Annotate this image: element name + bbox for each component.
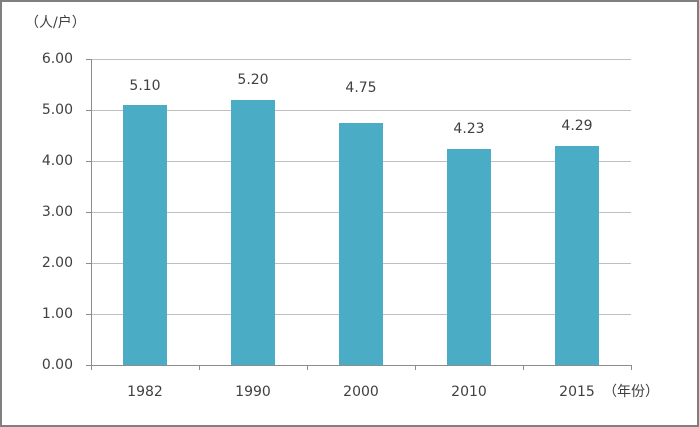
y-gridline bbox=[91, 109, 631, 111]
x-axis-tick bbox=[307, 365, 308, 370]
x-axis-tick bbox=[523, 365, 524, 370]
bar-value-label: 4.29 bbox=[561, 118, 593, 135]
y-axis-tick-label: 2.00 bbox=[41, 255, 73, 271]
bar-2000 bbox=[339, 122, 383, 365]
bar-value-label: 5.10 bbox=[129, 77, 161, 94]
bar-1982 bbox=[123, 104, 167, 365]
bar-value-label: 4.23 bbox=[453, 121, 485, 138]
x-axis-category-label: 2010 bbox=[451, 384, 487, 400]
y-axis-tick bbox=[86, 365, 91, 366]
y-axis-tick bbox=[86, 263, 91, 264]
bar-2015 bbox=[555, 146, 599, 365]
y-axis-tick-label: 1.00 bbox=[41, 306, 73, 322]
y-axis-line bbox=[91, 59, 92, 370]
y-axis-tick-label: 4.00 bbox=[41, 153, 73, 169]
bar-1990 bbox=[231, 99, 275, 365]
x-axis-tick bbox=[199, 365, 200, 370]
y-axis-tick-label: 5.00 bbox=[41, 102, 73, 118]
x-axis-category-label: 2015 bbox=[559, 384, 595, 400]
y-axis-tick bbox=[86, 161, 91, 162]
y-axis-tick bbox=[86, 110, 91, 111]
y-axis-tick bbox=[86, 59, 91, 60]
x-axis-unit-label: （年份） bbox=[603, 384, 659, 400]
y-axis-tick-label: 6.00 bbox=[41, 51, 73, 67]
x-axis-tick bbox=[631, 365, 632, 370]
y-axis-tick bbox=[86, 212, 91, 213]
y-axis-unit-label: （人/户） bbox=[25, 15, 86, 31]
y-axis-tick bbox=[86, 314, 91, 315]
x-axis-category-label: 1982 bbox=[127, 384, 163, 400]
x-axis-tick bbox=[91, 365, 92, 370]
bar-value-label: 4.75 bbox=[345, 79, 377, 96]
bar-value-label: 5.20 bbox=[237, 71, 269, 88]
x-axis-category-label: 2000 bbox=[343, 384, 379, 400]
y-axis-tick-label: 0.00 bbox=[41, 357, 73, 373]
x-axis-line bbox=[91, 365, 631, 366]
x-axis-tick bbox=[415, 365, 416, 370]
bar-2010 bbox=[447, 149, 491, 365]
x-axis-category-label: 1990 bbox=[235, 384, 271, 400]
y-gridline bbox=[91, 58, 631, 60]
y-axis-tick-label: 3.00 bbox=[41, 204, 73, 220]
